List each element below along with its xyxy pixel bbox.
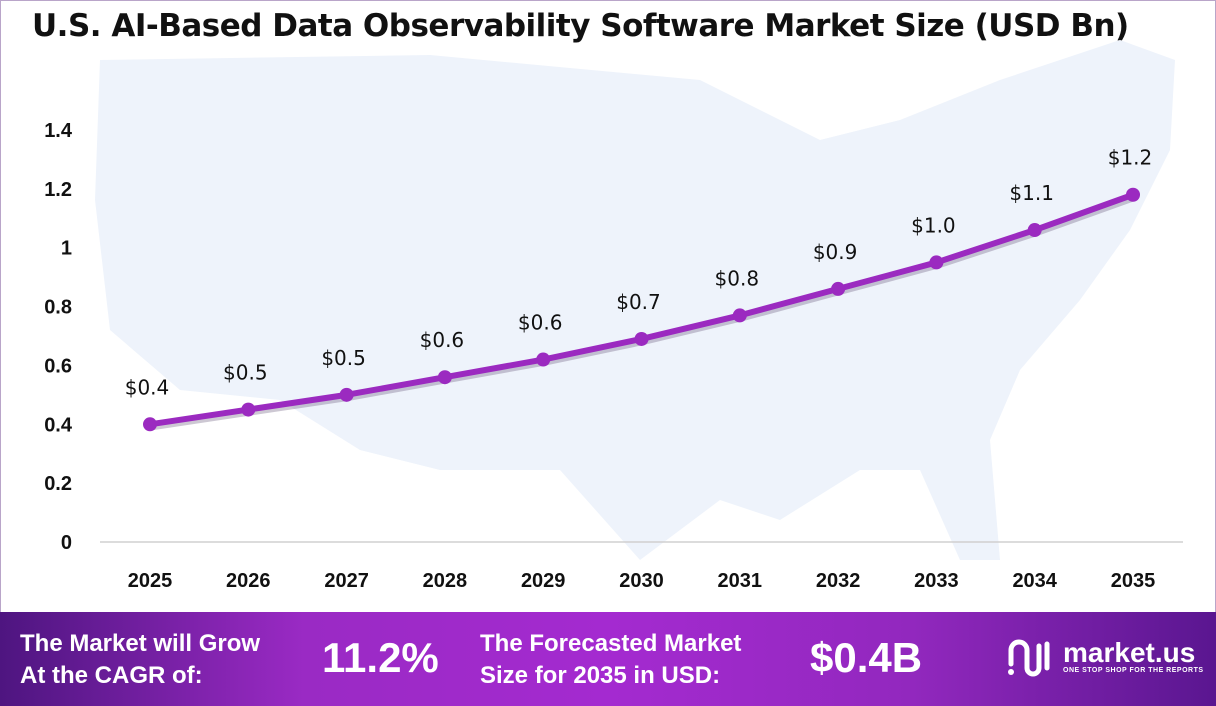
data-label: $0.5: [321, 346, 366, 370]
forecast-value: $0.4B: [810, 634, 923, 681]
chart-title: U.S. AI-Based Data Observability Softwar…: [32, 8, 1129, 44]
data-point: [831, 281, 846, 296]
market-us-logo: market.us ONE STOP SHOP FOR THE REPORTS: [1005, 634, 1204, 678]
data-label: $0.5: [223, 361, 268, 385]
forecast-label-line1: The Forecasted Market: [480, 630, 742, 657]
data-label: $0.7: [616, 290, 661, 314]
cagr-value: 11.2%: [322, 634, 439, 681]
data-label: $1.0: [911, 213, 956, 237]
x-tick-label: 2030: [619, 570, 664, 592]
y-tick-label: 1.2: [44, 179, 72, 201]
data-point: [929, 255, 944, 270]
x-tick-label: 2028: [423, 570, 468, 592]
data-point: [634, 331, 649, 346]
x-tick-label: 2025: [128, 570, 173, 592]
y-tick-label: 0.4: [44, 414, 73, 436]
data-point: [437, 370, 452, 385]
data-point: [241, 402, 256, 417]
data-point: [1027, 223, 1042, 238]
data-point: [1126, 187, 1140, 202]
data-point: [339, 387, 354, 402]
cagr-label: The Market will Grow At the CAGR of:: [20, 628, 260, 692]
forecast-label: The Forecasted Market Size for 2035 in U…: [480, 628, 741, 692]
x-tick-label: 2034: [1012, 570, 1057, 592]
logo-name: market.us: [1063, 636, 1196, 668]
x-tick-label: 2029: [521, 570, 566, 592]
y-tick-label: 0.8: [44, 297, 72, 319]
x-tick-label: 2031: [718, 570, 763, 592]
forecast-label-line2: Size for 2035 in USD:: [480, 662, 721, 689]
x-tick-label: 2026: [226, 570, 271, 592]
y-tick-label: 0: [61, 532, 72, 554]
data-label: $0.8: [715, 266, 760, 290]
y-tick-label: 1: [61, 238, 72, 260]
us-map-background: [95, 40, 1175, 560]
x-tick-label: 2033: [914, 570, 959, 592]
data-label: $0.4: [125, 375, 170, 399]
x-tick-label: 2027: [324, 570, 369, 592]
cagr-label-line1: The Market will Grow: [20, 630, 261, 657]
data-label: $1.2: [1108, 146, 1153, 170]
market-us-logo-icon: [1008, 639, 1050, 677]
x-tick-label: 2035: [1111, 570, 1156, 592]
cagr-label-line2: At the CAGR of:: [20, 662, 203, 689]
y-tick-label: 0.6: [44, 355, 72, 377]
data-point: [732, 308, 747, 323]
y-tick-label: 0.2: [44, 473, 72, 495]
line-chart: 0 0.2 0.4 0.6 0.8 1 1.2 1.4 2025 2026 2027 2028 2029…: [44, 40, 1183, 592]
data-label: $1.1: [1009, 181, 1054, 205]
logo-tagline: ONE STOP SHOP FOR THE REPORTS: [1063, 666, 1204, 674]
data-point: [143, 417, 157, 432]
y-tick-label: 1.4: [44, 120, 73, 142]
data-label: $0.6: [518, 311, 563, 335]
data-point: [536, 352, 551, 367]
summary-banner: The Market will Grow At the CAGR of: 11.…: [0, 612, 1216, 706]
x-tick-label: 2032: [816, 570, 861, 592]
data-label: $0.6: [420, 328, 465, 352]
data-label: $0.9: [813, 240, 858, 264]
